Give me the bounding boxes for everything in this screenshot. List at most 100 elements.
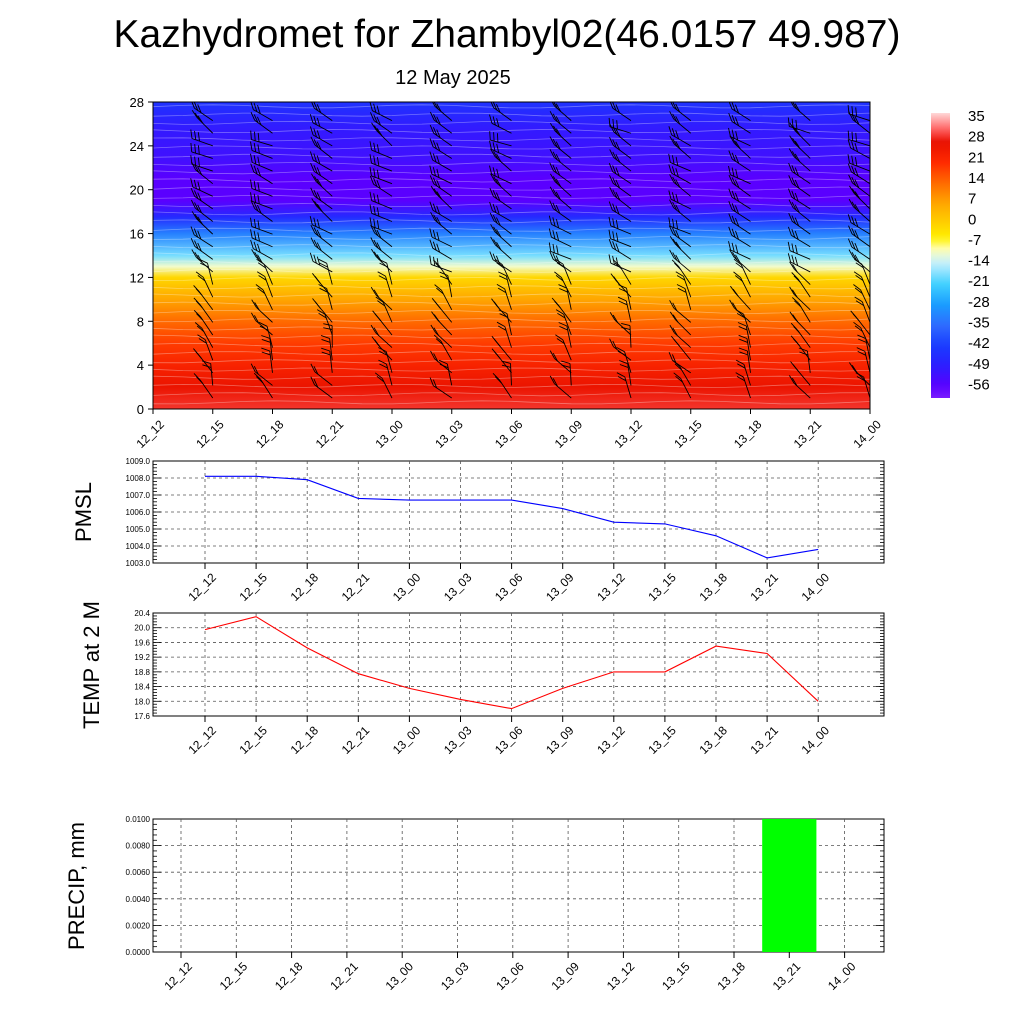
wind-barb — [738, 347, 751, 373]
heat-xtick-label: 12_18 — [253, 417, 287, 451]
wind-barb — [369, 191, 393, 210]
wind-barb — [728, 188, 751, 210]
wind-barb — [190, 129, 213, 147]
wind-barb — [668, 190, 691, 210]
wind-barb — [850, 310, 870, 336]
temp-ylabel: TEMP at 2 M — [79, 601, 104, 729]
heat-ytick-label: 28 — [130, 95, 144, 110]
contour-line — [153, 219, 870, 224]
wind-barb — [788, 148, 811, 172]
wind-barb — [193, 285, 214, 311]
wind-barb — [429, 175, 453, 197]
ytick-label: 17.6 — [134, 712, 150, 721]
ytick-label: 0.0060 — [126, 868, 151, 877]
wind-barb — [320, 335, 333, 361]
contour-line — [153, 351, 870, 356]
contour-line — [153, 334, 870, 339]
wind-barb — [250, 141, 273, 159]
ytick-label: 1007.0 — [126, 491, 151, 500]
contour-line — [153, 367, 870, 372]
wind-barb — [787, 226, 811, 248]
ytick-label: 0.0100 — [126, 815, 151, 824]
xtick-label: 13_21 — [748, 570, 782, 604]
wind-barb — [549, 375, 572, 399]
wind-barb — [371, 122, 393, 147]
wind-barb — [250, 217, 273, 235]
wind-barb — [430, 185, 453, 210]
wind-barb — [669, 199, 692, 222]
wind-barb — [310, 224, 333, 248]
ytick-label: 18.8 — [134, 668, 150, 677]
wind-barb — [190, 187, 214, 210]
wind-barb — [669, 236, 692, 260]
xtick-label: 12_12 — [185, 723, 219, 757]
wind-barb — [190, 226, 213, 248]
wind-barb — [370, 286, 393, 311]
wind-barb — [610, 273, 632, 298]
wind-barb — [369, 217, 393, 235]
wind-barb — [555, 334, 572, 361]
contour-line — [153, 145, 870, 150]
wind-barb — [609, 338, 632, 361]
wind-barb — [309, 252, 333, 273]
wind-barb — [668, 352, 692, 374]
colorbar-label: 28 — [968, 129, 985, 146]
wind-barb — [369, 112, 393, 134]
contour-line — [153, 244, 870, 249]
wind-barb — [669, 249, 692, 273]
heat-xtick-label: 12_21 — [313, 417, 347, 451]
wind-barb — [788, 213, 811, 235]
series-line — [205, 475, 819, 559]
wind-barb — [370, 224, 393, 248]
wind-barb — [789, 311, 811, 336]
xtick-label: 12_15 — [237, 570, 271, 604]
heat-ytick-label: 0 — [137, 402, 144, 417]
precip-ylabel: PRECIP, mm — [64, 822, 89, 950]
wind-barb — [250, 200, 273, 222]
wind-barb — [491, 298, 512, 323]
wind-barb — [735, 359, 751, 386]
wind-barb — [619, 360, 632, 386]
wind-barb — [153, 170, 154, 172]
xtick-label: 12_12 — [161, 959, 195, 993]
wind-barb — [789, 286, 811, 311]
wind-barb — [310, 237, 333, 260]
wind-barb — [737, 322, 751, 348]
xtick-label: 13_21 — [770, 959, 804, 993]
wind-barb — [489, 201, 512, 222]
wind-barb — [609, 149, 632, 172]
wind-barb — [153, 258, 154, 260]
wind-barb — [849, 185, 870, 210]
xtick-label: 13_21 — [748, 723, 782, 757]
wind-barb — [669, 300, 692, 323]
contour-line — [153, 235, 870, 240]
contour-line — [153, 301, 870, 306]
wind-barb — [549, 110, 572, 134]
pmsl-ylabel: PMSL — [71, 482, 96, 542]
wind-barb — [250, 363, 273, 386]
wind-barb — [609, 102, 632, 122]
wind-barb — [489, 251, 512, 273]
wind-barb — [848, 174, 870, 197]
wind-barb — [549, 350, 572, 374]
wind-barb — [608, 254, 632, 273]
wind-barb — [490, 102, 512, 122]
contour-line — [153, 161, 870, 166]
wind-barb — [190, 199, 214, 222]
wind-barb — [496, 284, 512, 310]
wind-barb — [608, 239, 632, 260]
wind-barb — [848, 249, 870, 273]
wind-barb — [788, 175, 811, 197]
wind-barb — [609, 175, 632, 197]
wind-barb — [669, 324, 692, 348]
wind-barb — [489, 114, 512, 134]
heat-ytick-label: 16 — [130, 227, 144, 242]
xtick-label: 13_15 — [645, 570, 679, 604]
contour-line — [153, 383, 870, 388]
wind-barb — [787, 117, 811, 134]
wind-barb — [377, 271, 393, 298]
wind-barb — [429, 255, 452, 273]
ytick-label: 1006.0 — [126, 508, 151, 517]
contour-line — [153, 260, 870, 265]
contour-line — [153, 137, 870, 142]
